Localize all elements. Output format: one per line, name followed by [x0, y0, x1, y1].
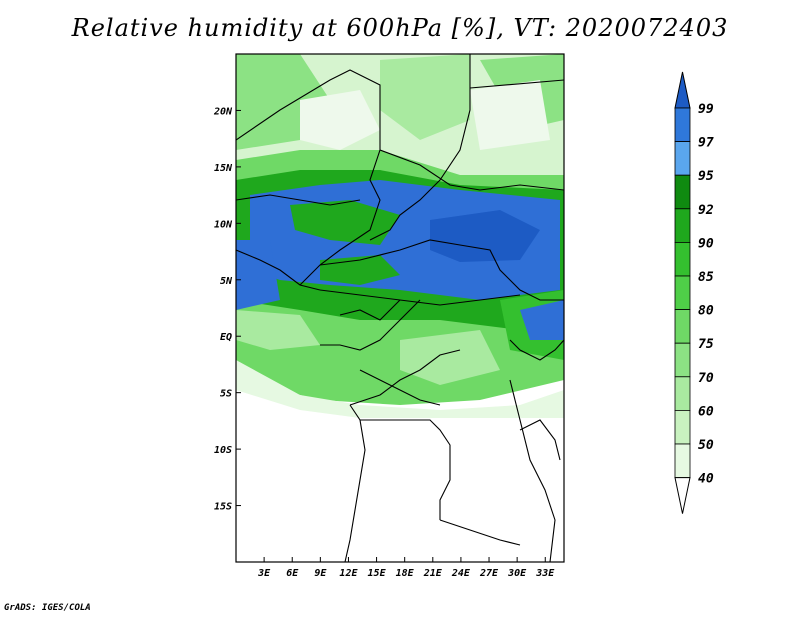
colorbar-segment	[674, 342, 691, 378]
x-tick-label: 9E	[314, 568, 327, 579]
y-tick-label: EQ	[220, 332, 232, 343]
x-tick-label: 33E	[535, 568, 555, 579]
colorbar-label: 85	[698, 270, 714, 285]
colorbar-top-arrow	[674, 71, 691, 109]
colorbar-segment	[674, 174, 691, 210]
colorbar-bottom-arrow	[674, 477, 691, 514]
colorbar-label: 70	[698, 371, 714, 386]
colorbar-segment	[674, 443, 691, 478]
x-tick-label: 3E	[257, 568, 271, 579]
colorbar-segment	[674, 241, 691, 277]
country-borders	[236, 54, 564, 562]
x-tick-label: 15E	[368, 568, 387, 579]
y-tick-label: 5N	[220, 276, 233, 287]
x-tick-label: 18E	[396, 568, 415, 579]
colorbar-label: 97	[698, 136, 714, 151]
colorbar-segment	[674, 275, 691, 310]
colorbar-label: 92	[698, 203, 714, 218]
colorbar-segment	[674, 309, 691, 344]
colorbar-label: 80	[698, 304, 714, 319]
map-title: Relative humidity at 600hPa [%], VT: 202…	[71, 14, 729, 42]
y-tick-label: 10S	[214, 445, 232, 456]
colorbar-label: 95	[698, 169, 714, 184]
colorbar-segment	[674, 409, 691, 445]
x-tick-label: 24E	[451, 568, 471, 579]
colorbar-label: 75	[698, 337, 714, 352]
colorbar: 40 50 60 70 75 80 85 90 92 95 97 99	[674, 71, 714, 514]
colorbar-label: 50	[698, 438, 714, 453]
x-tick-label: 21E	[423, 568, 443, 579]
x-tick-label: 12E	[339, 568, 358, 579]
x-tick-label: 30E	[507, 568, 527, 579]
x-tick-label: 6E	[286, 568, 299, 579]
y-tick-label: 15S	[214, 502, 232, 513]
y-tick-label: 20N	[213, 106, 233, 117]
axis-ticks: 3E 6E 9E 12E 15E 18E 21E 24E 27E 30E 33E 20N 15N 10N 5…	[213, 106, 555, 579]
colorbar-label: 99	[698, 102, 714, 117]
grads-credit: GrADS: IGES/COLA	[4, 603, 91, 613]
colorbar-label: 90	[698, 236, 714, 251]
colorbar-segment	[674, 208, 691, 243]
y-tick-label: 10N	[214, 219, 233, 230]
plot-frame	[235, 53, 565, 563]
x-tick-label: 27E	[479, 568, 499, 579]
colorbar-segment	[674, 141, 691, 176]
y-tick-label: 15N	[214, 163, 233, 174]
colorbar-label: 60	[698, 404, 714, 419]
colorbar-label: 40	[698, 472, 714, 487]
colorbar-segment	[674, 107, 691, 142]
y-tick-label: 5S	[220, 389, 232, 400]
humidity-field	[236, 54, 564, 562]
colorbar-segment	[674, 376, 691, 411]
